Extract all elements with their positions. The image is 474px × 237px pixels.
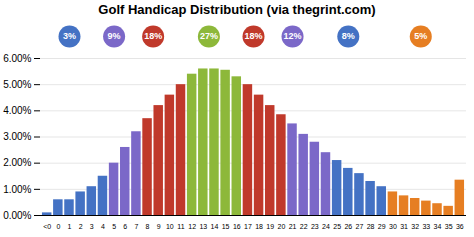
svg-text:22: 22 xyxy=(300,223,308,230)
svg-text:1.00%: 1.00% xyxy=(3,184,31,195)
svg-text:30: 30 xyxy=(389,223,397,230)
svg-text:12: 12 xyxy=(188,223,196,230)
svg-text:<0: <0 xyxy=(43,223,51,230)
svg-text:4: 4 xyxy=(101,223,105,230)
svg-text:18%: 18% xyxy=(144,31,162,41)
svg-text:8%: 8% xyxy=(342,31,355,41)
svg-text:5%: 5% xyxy=(414,31,427,41)
svg-text:29: 29 xyxy=(378,223,386,230)
svg-text:24: 24 xyxy=(322,223,330,230)
svg-text:28: 28 xyxy=(367,223,375,230)
svg-text:16: 16 xyxy=(233,223,241,230)
svg-text:21: 21 xyxy=(289,223,297,230)
svg-text:1: 1 xyxy=(68,223,72,230)
svg-text:19: 19 xyxy=(266,223,274,230)
svg-text:27: 27 xyxy=(356,223,364,230)
svg-text:12%: 12% xyxy=(284,31,302,41)
svg-text:3%: 3% xyxy=(63,31,76,41)
svg-text:18: 18 xyxy=(255,223,263,230)
svg-text:10: 10 xyxy=(166,223,174,230)
svg-text:9: 9 xyxy=(157,223,161,230)
svg-text:32: 32 xyxy=(411,223,419,230)
svg-text:27%: 27% xyxy=(200,31,218,41)
svg-text:5.00%: 5.00% xyxy=(3,79,31,90)
svg-text:18%: 18% xyxy=(244,31,262,41)
svg-text:35: 35 xyxy=(445,223,453,230)
svg-text:25: 25 xyxy=(333,223,341,230)
svg-text:34: 34 xyxy=(434,223,442,230)
svg-text:13: 13 xyxy=(199,223,207,230)
svg-text:15: 15 xyxy=(222,223,230,230)
svg-text:26: 26 xyxy=(344,223,352,230)
svg-text:36: 36 xyxy=(456,223,464,230)
svg-text:3.00%: 3.00% xyxy=(3,131,31,142)
svg-text:8: 8 xyxy=(146,223,150,230)
svg-text:2: 2 xyxy=(79,223,83,230)
svg-text:0.00%: 0.00% xyxy=(3,210,31,221)
svg-text:6.00%: 6.00% xyxy=(3,53,31,64)
svg-text:9%: 9% xyxy=(108,31,121,41)
svg-text:7: 7 xyxy=(134,223,138,230)
svg-text:3: 3 xyxy=(90,223,94,230)
svg-text:20: 20 xyxy=(277,223,285,230)
svg-text:14: 14 xyxy=(211,223,219,230)
svg-text:33: 33 xyxy=(422,223,430,230)
svg-text:17: 17 xyxy=(244,223,252,230)
svg-text:6: 6 xyxy=(123,223,127,230)
svg-text:31: 31 xyxy=(400,223,408,230)
svg-text:4.00%: 4.00% xyxy=(3,105,31,116)
svg-text:0: 0 xyxy=(56,223,60,230)
svg-text:11: 11 xyxy=(177,223,184,230)
svg-text:2.00%: 2.00% xyxy=(3,157,31,168)
html-text:Golf Handicap Distribution (vi: Golf Handicap Distribution (via thegrint… xyxy=(98,2,376,17)
svg-text:5: 5 xyxy=(112,223,116,230)
svg-text:23: 23 xyxy=(311,223,319,230)
